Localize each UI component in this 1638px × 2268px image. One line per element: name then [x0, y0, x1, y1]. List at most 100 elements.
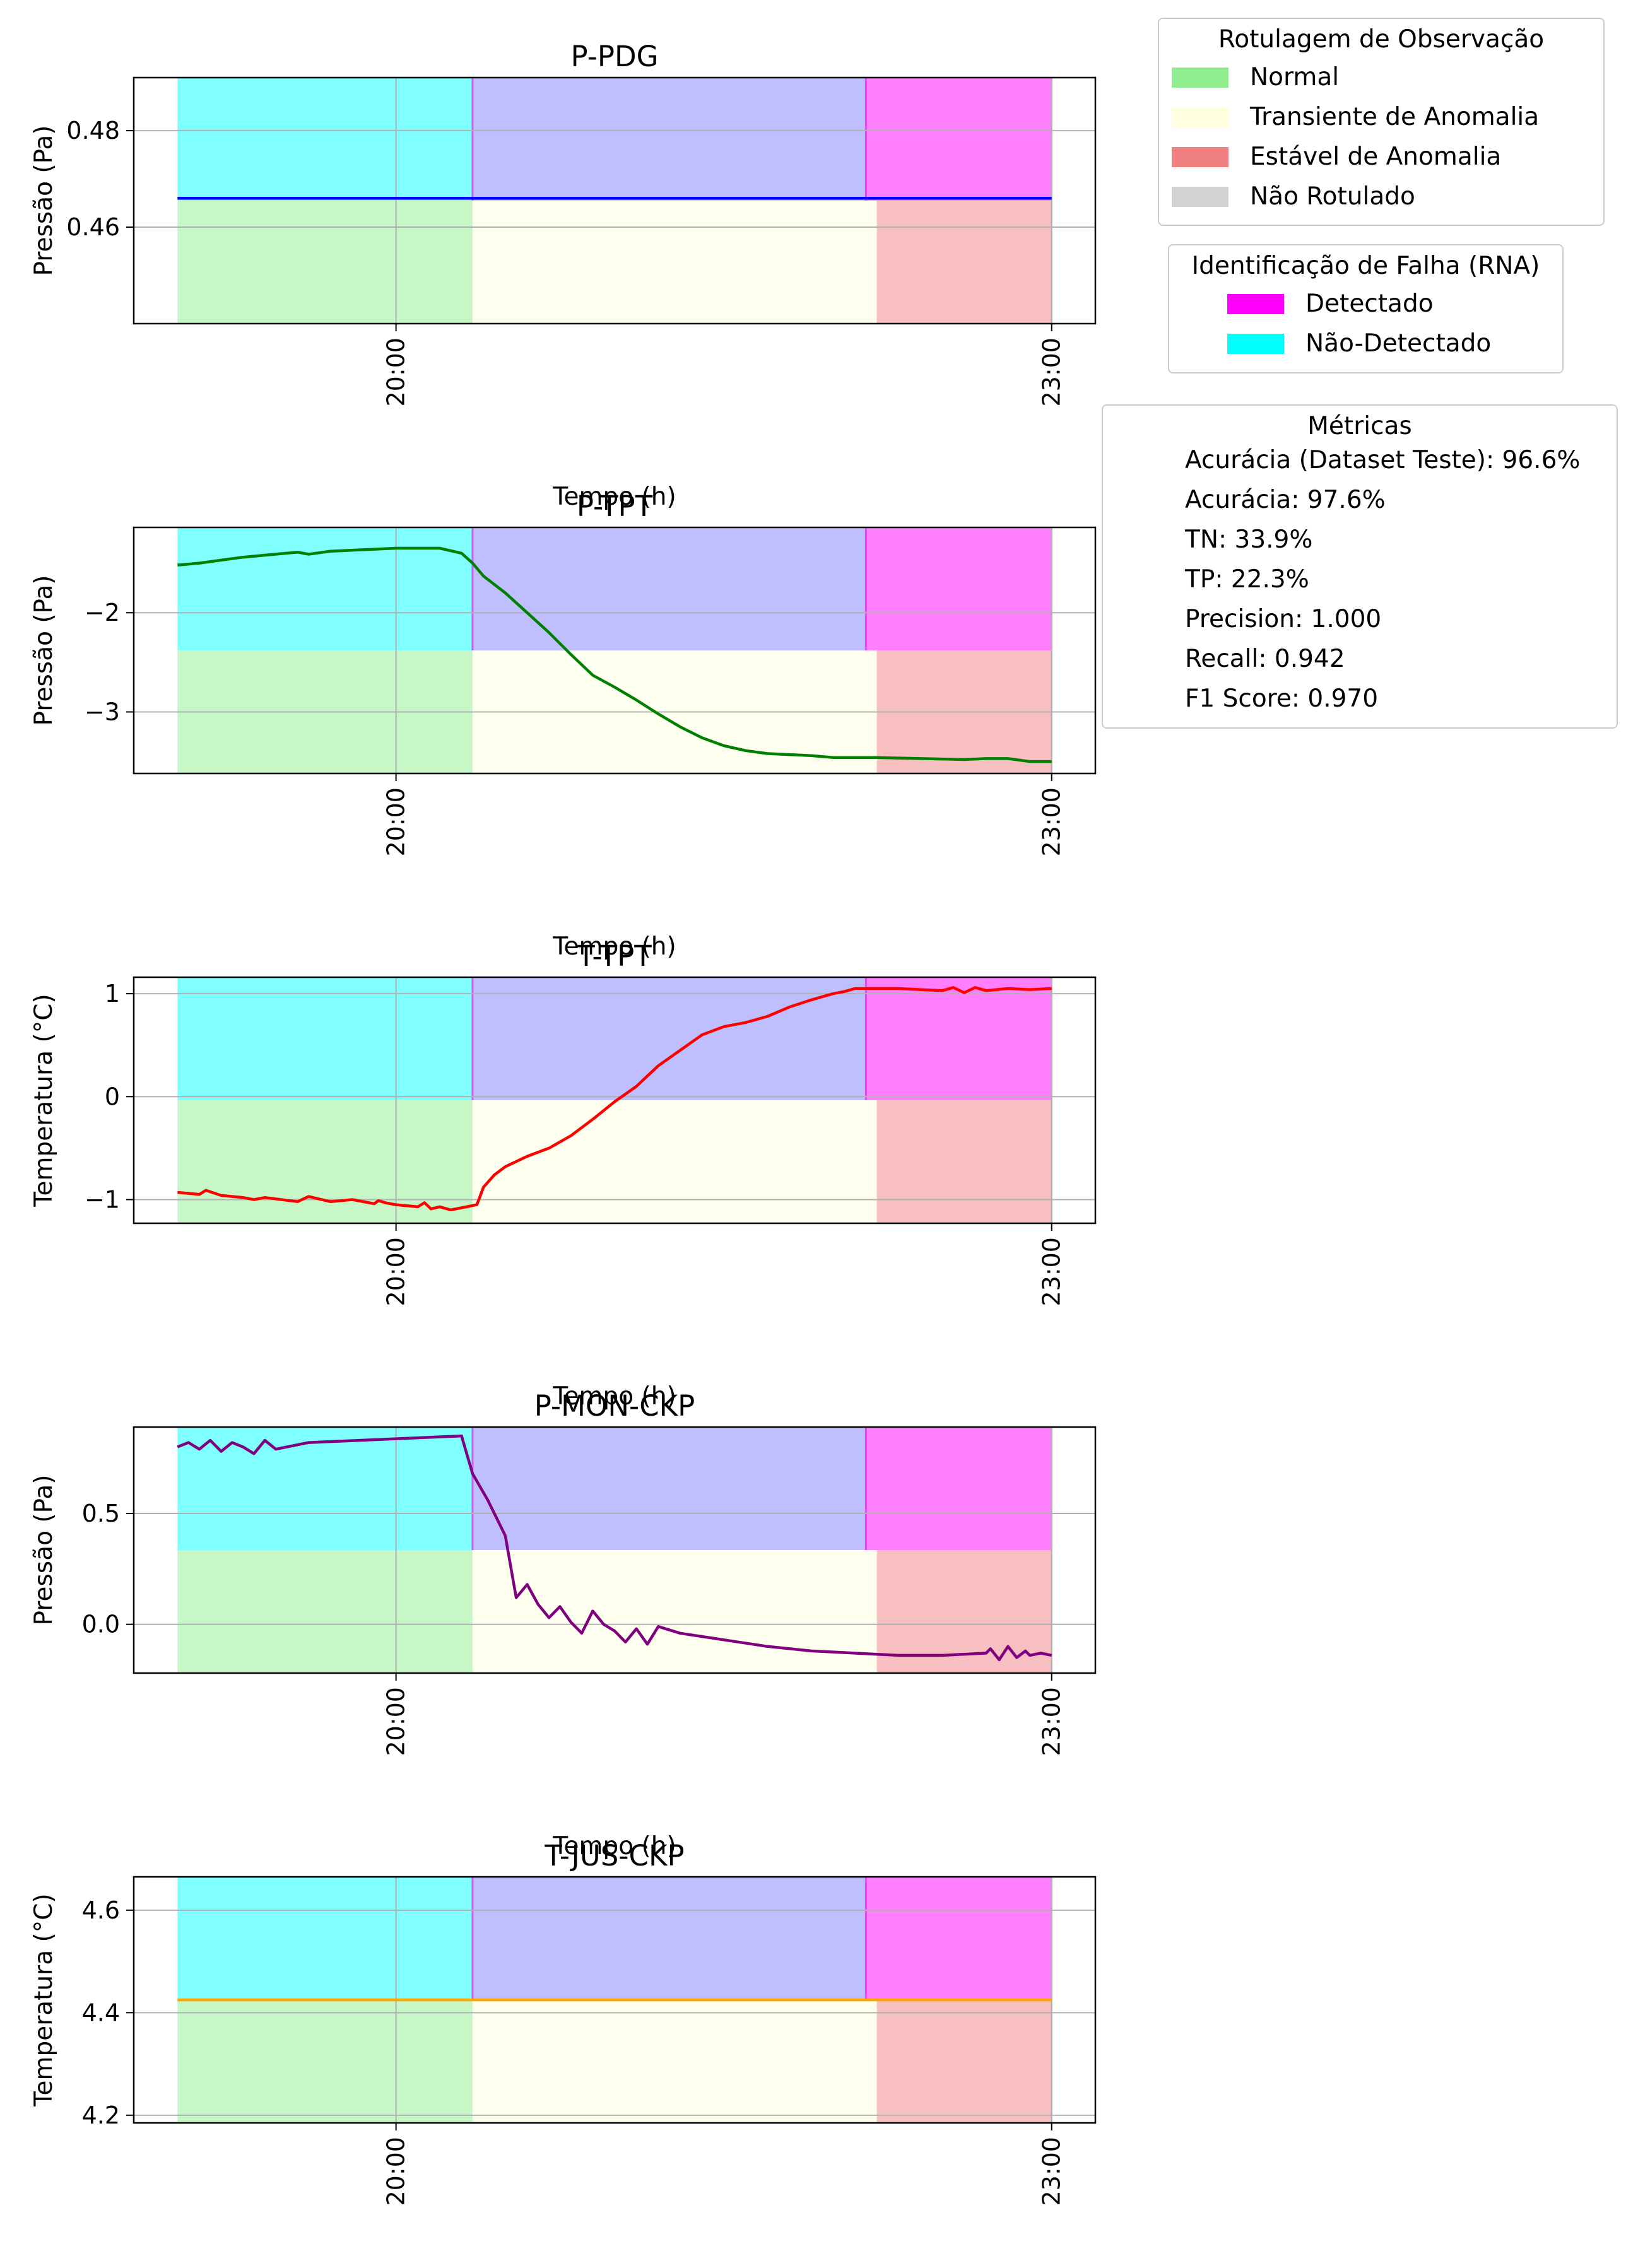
axes-frame	[133, 1426, 1097, 1674]
axes-frame	[133, 1876, 1097, 2124]
observation-span-transiente-de-anomalia	[472, 201, 877, 324]
x-tick-label: 20:00	[382, 787, 410, 857]
x-tick-label: 20:00	[382, 1687, 410, 1756]
detection-span-detected	[866, 1877, 1052, 2000]
detection-span-not-detected	[177, 977, 484, 1100]
y-axis-label: Pressão (Pa)	[30, 1475, 58, 1626]
axes-frame	[133, 76, 1097, 325]
x-axis-label: Tempo (h)	[552, 483, 676, 511]
legend-observation: Rotulagem de Observação Normal Transiente…	[1158, 18, 1605, 226]
chart-title: T-JUS-CKP	[544, 1839, 684, 1872]
detection-span-overlap	[472, 527, 866, 650]
y-tick-label: −2	[85, 599, 120, 626]
x-tick-label: 20:00	[382, 2137, 410, 2206]
detection-span-overlap	[472, 977, 866, 1100]
plot-area	[134, 1427, 1095, 1673]
chart-panel-p-tpt: −3 −2 20:00 23:00 P-TPT Tempo (h) Pressão (Pa)	[30, 490, 1097, 961]
chart-panel-t-tpt: −1 0 1 20:00 23:00 T-TPT Tempo (h) Temperatura …	[30, 939, 1097, 1411]
axes-frame	[133, 976, 1097, 1225]
metrics-box: Métricas Acurácia (Dataset Teste): 96.6%…	[1102, 404, 1618, 729]
legend-failure-swatch	[1227, 293, 1284, 314]
metric-item: Precision: 1.000	[1185, 605, 1382, 633]
x-tick-label: 20:00	[382, 338, 410, 407]
legend-failure-label: Detectado	[1305, 290, 1434, 318]
legend-observation-swatch	[1172, 186, 1228, 207]
detection-span-overlap	[472, 1877, 866, 2000]
detection-span-detected	[866, 78, 1052, 201]
metric-item: Acurácia: 97.6%	[1185, 486, 1386, 514]
legend-failure-item-nao-detectado: Não-Detectado	[1227, 324, 1562, 363]
observation-span-estavel-de-anomalia	[876, 201, 1052, 324]
chart-title: T-TPT	[577, 939, 652, 973]
detection-span-detected	[866, 1427, 1052, 1550]
observation-span-transiente-de-anomalia	[472, 1100, 877, 1223]
legend-observation-swatch	[1172, 67, 1228, 88]
legend-observation-label: Não Rotulado	[1250, 182, 1415, 211]
detection-span-detected	[866, 977, 1052, 1100]
y-tick-label: 0.48	[66, 117, 120, 144]
legend-failure: Identificação de Falha (RNA) Detectado Nã…	[1168, 244, 1564, 373]
plot-area	[134, 1877, 1095, 2123]
chart-title: P-TPT	[577, 490, 653, 523]
y-axis-label: Pressão (Pa)	[30, 575, 58, 726]
detection-span-not-detected	[177, 1877, 484, 2000]
detection-span-detected	[866, 527, 1052, 650]
x-tick-label: 23:00	[1038, 787, 1066, 857]
legend-observation-label: Normal	[1250, 63, 1340, 91]
x-axis-label: Tempo (h)	[552, 1382, 676, 1411]
chart-panel-p-pdg: 0.46 0.48 20:00 23:00 P-PDG Tempo (h) Pressão …	[30, 40, 1097, 511]
plot-area	[134, 78, 1095, 324]
plot-area	[134, 977, 1095, 1223]
legend-observation-label: Estável de Anomalia	[1250, 143, 1502, 171]
y-tick-label: 0.0	[82, 1611, 120, 1638]
chart-title: P-PDG	[570, 40, 658, 73]
legend-failure-label: Não-Detectado	[1305, 329, 1492, 358]
metric-item: F1 Score: 0.970	[1185, 685, 1379, 713]
axes-frame	[133, 526, 1097, 775]
legend-observation-item-nao-rotulado: Não Rotulado	[1172, 177, 1603, 216]
x-tick-label: 23:00	[1038, 1237, 1066, 1307]
metrics-title: Métricas	[1307, 412, 1412, 440]
y-tick-label: −1	[85, 1185, 120, 1213]
x-tick-label: 23:00	[1038, 338, 1066, 407]
legend-failure-title: Identificação de Falha (RNA)	[1191, 252, 1540, 280]
detection-span-not-detected	[177, 527, 484, 650]
y-axis-label: Temperatura (°C)	[30, 1893, 58, 2106]
plot-area	[134, 527, 1095, 773]
legend-observation-item-normal: Normal	[1172, 57, 1603, 97]
chart-panel-p-mon-ckp: 0.0 0.5 20:00 23:00 P-MON-CKP Tempo (h) Pressã…	[30, 1389, 1097, 1860]
legend-failure-item-detectado: Detectado	[1227, 284, 1562, 324]
y-tick-label: 4.6	[82, 1896, 120, 1924]
x-tick-label: 23:00	[1038, 1687, 1066, 1756]
legend-observation-swatch	[1172, 107, 1228, 127]
x-axis-label: Tempo (h)	[552, 1832, 676, 1860]
detection-span-not-detected	[177, 78, 484, 201]
y-tick-label: 4.2	[82, 2101, 120, 2129]
series-line-p-tpt	[177, 546, 1052, 763]
chart-title: P-MON-CKP	[534, 1389, 695, 1423]
legend-observation-swatch	[1172, 146, 1228, 167]
detection-span-not-detected	[177, 1427, 484, 1550]
x-tick-label: 20:00	[382, 1237, 410, 1307]
y-tick-label: 0.5	[82, 1500, 120, 1527]
y-tick-label: 0.46	[66, 213, 120, 241]
observation-span-transiente-de-anomalia	[472, 2000, 877, 2123]
detection-span-overlap	[472, 1427, 866, 1550]
legend-observation-label: Transiente de Anomalia	[1250, 103, 1540, 131]
observation-span-normal	[177, 201, 473, 324]
metric-item: Acurácia (Dataset Teste): 96.6%	[1185, 446, 1581, 474]
x-tick-label: 23:00	[1038, 2137, 1066, 2206]
metric-item: TP: 22.3%	[1185, 565, 1309, 594]
y-tick-label: 4.4	[82, 1999, 120, 2026]
detection-span-overlap	[472, 78, 866, 201]
metric-item: Recall: 0.942	[1185, 645, 1345, 673]
y-tick-label: 1	[105, 980, 120, 1008]
y-tick-label: 0	[105, 1083, 120, 1110]
observation-span-transiente-de-anomalia	[472, 1550, 877, 1673]
y-axis-label: Temperatura (°C)	[30, 994, 58, 1207]
y-tick-label: −3	[85, 698, 120, 726]
observation-span-estavel-de-anomalia	[876, 1100, 1052, 1223]
legend-failure-swatch	[1227, 333, 1284, 354]
